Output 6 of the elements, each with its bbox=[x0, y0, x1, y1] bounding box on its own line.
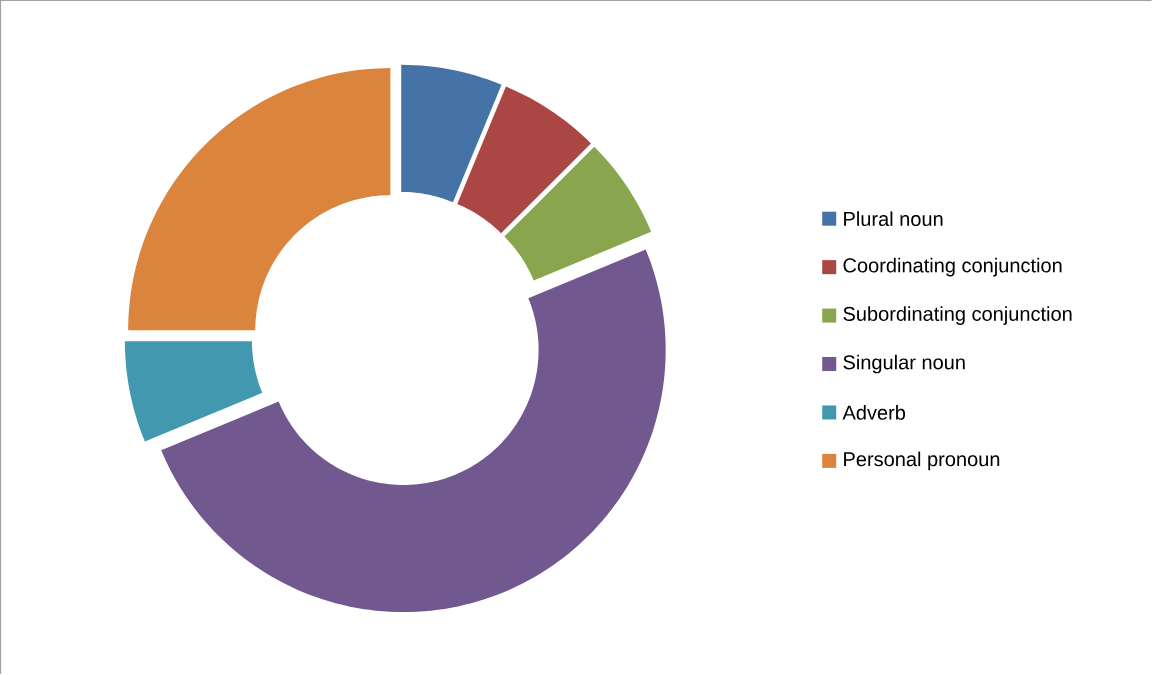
legend-label: Personal pronoun bbox=[844, 451, 1000, 471]
legend-label: Coordinating conjunction bbox=[843, 258, 1062, 277]
legend-label: Subordinating conjunction bbox=[843, 306, 1072, 326]
legend-label: Singular noun bbox=[843, 354, 965, 374]
legend-label: Plural noun bbox=[844, 211, 943, 227]
legend-label: Adverb bbox=[842, 405, 906, 420]
